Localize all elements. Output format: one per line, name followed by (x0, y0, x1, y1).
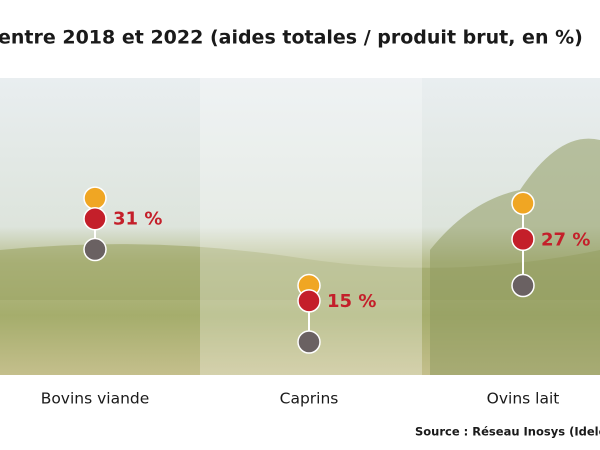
x-tick-label: Ovins lait (487, 390, 560, 408)
value-label: 31 % (113, 209, 162, 230)
x-tick-label: Bovins viande (41, 390, 150, 408)
dot (297, 289, 321, 313)
band-highlight (200, 78, 422, 375)
x-tick-label: Caprins (280, 390, 339, 408)
dot (297, 330, 321, 354)
value-label: 15 % (327, 291, 376, 312)
source: Source : Réseau Inosys (Idele, cha (415, 425, 600, 439)
chart-title: entre 2018 et 2022 (aides totales / prod… (0, 27, 583, 49)
dot (511, 191, 535, 216)
dot (511, 273, 535, 298)
value-label: 27 % (541, 229, 590, 250)
dot (83, 186, 107, 210)
dot (511, 227, 535, 252)
dot (83, 206, 107, 231)
trees (430, 138, 600, 375)
dot (83, 237, 107, 262)
